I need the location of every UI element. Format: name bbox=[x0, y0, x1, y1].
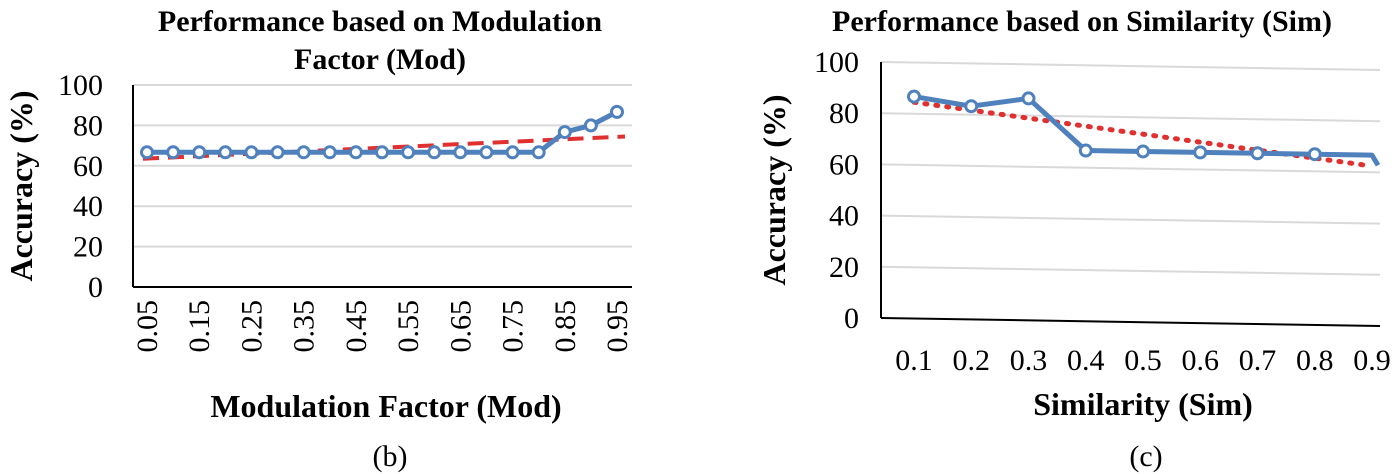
chart-c-x-tick-label: 0.8 bbox=[1296, 344, 1334, 377]
chart-b-data-point bbox=[270, 145, 285, 160]
chart-b-data-point bbox=[427, 145, 442, 160]
chart-c-x-tick-label: 0.7 bbox=[1239, 344, 1277, 377]
chart-b-data-point bbox=[479, 145, 494, 160]
chart-b-gridlines bbox=[133, 84, 632, 248]
chart-b-x-tick-label: 0.55 bbox=[392, 300, 425, 353]
chart-c-data-point bbox=[1193, 145, 1208, 160]
chart-b-data-point bbox=[453, 145, 468, 160]
chart-b-x-tick-label: 0.25 bbox=[235, 300, 268, 353]
chart-c-data-point bbox=[1078, 143, 1093, 158]
chart-b: Performance based on Modulation Factor (… bbox=[3, 5, 634, 473]
chart-c-x-tick-label: 0.9 bbox=[1353, 344, 1391, 377]
chart-b-data-point bbox=[192, 145, 207, 160]
chart-b-x-tick-label: 0.95 bbox=[601, 300, 634, 353]
chart-c-gridline bbox=[880, 214, 1381, 225]
chart-b-y-tick-labels: 0 20 40 60 80 100 bbox=[58, 69, 103, 304]
chart-b-x-tick-label: 0.35 bbox=[288, 300, 321, 353]
chart-b-y-tick-label: 100 bbox=[58, 69, 103, 102]
chart-c-gridline bbox=[880, 112, 1381, 123]
chart-c-x-tick-label: 0.4 bbox=[1067, 344, 1105, 377]
chart-b-x-tick-label: 0.05 bbox=[131, 300, 164, 353]
chart-c-gridlines bbox=[880, 61, 1381, 276]
chart-b-data-point bbox=[166, 145, 181, 160]
chart-b-x-tick-label: 0.85 bbox=[549, 300, 582, 353]
chart-c-y-tick-label: 80 bbox=[829, 97, 859, 130]
chart-b-y-tick-label: 40 bbox=[73, 190, 103, 223]
chart-c-x-tick-label: 0.3 bbox=[1010, 344, 1048, 377]
chart-b-title-line-1: Performance based on Modulation bbox=[158, 5, 602, 38]
chart-b-data-point bbox=[348, 145, 363, 160]
chart-c-y-tick-label: 60 bbox=[829, 148, 859, 181]
chart-b-data-point bbox=[531, 145, 546, 160]
chart-b-x-tick-label: 0.65 bbox=[444, 300, 477, 353]
chart-c-x-tick-labels: 0.1 0.2 0.3 0.4 0.5 0.6 0.7 0.8 0.9 bbox=[895, 344, 1391, 377]
chart-b-data-point bbox=[557, 125, 572, 140]
chart-b-y-tick-label: 20 bbox=[73, 231, 103, 264]
chart-c-gridline bbox=[880, 163, 1381, 174]
chart-c-y-tick-label: 0 bbox=[844, 302, 859, 335]
chart-b-data-point bbox=[610, 104, 624, 119]
chart-b-x-tick-label: 0.45 bbox=[340, 300, 373, 353]
chart-b-x-tick-labels: 0.05 0.15 0.25 0.35 0.45 0.55 0.65 0.75 0.85 0.95 bbox=[131, 300, 634, 353]
chart-b-y-axis-label: Accuracy (%) bbox=[3, 90, 39, 281]
chart-b-data-point bbox=[401, 145, 416, 160]
chart-b-x-tick-label: 0.75 bbox=[497, 300, 530, 353]
chart-c-y-axis-label: Accuracy (%) bbox=[756, 94, 792, 285]
chart-b-y-tick-label: 60 bbox=[73, 150, 103, 183]
chart-c-y-tick-label: 20 bbox=[829, 251, 859, 284]
chart-c-data-point bbox=[1136, 144, 1150, 159]
chart-c-x-tick-label: 0.6 bbox=[1182, 344, 1220, 377]
chart-c-x-tick-label: 0.5 bbox=[1124, 344, 1162, 377]
chart-b-y-tick-label: 0 bbox=[88, 271, 103, 304]
chart-c-y-tick-label: 40 bbox=[829, 200, 859, 233]
chart-c-y-tick-labels: 0 20 40 60 80 100 bbox=[814, 46, 859, 335]
chart-b-data-point bbox=[583, 118, 598, 133]
chart-c-x-axis-label: Similarity (Sim) bbox=[1033, 386, 1253, 422]
chart-c-gridline bbox=[880, 265, 1381, 276]
chart-c-x-tick-label: 0.1 bbox=[895, 344, 933, 377]
chart-c-data-point bbox=[1021, 91, 1036, 106]
chart-c-data-point bbox=[907, 89, 921, 104]
chart-b-y-tick-label: 80 bbox=[73, 109, 103, 142]
chart-c: Performance based on Similarity (Sim) 0 2… bbox=[756, 5, 1391, 473]
chart-c-gridline bbox=[880, 61, 1381, 71]
chart-c-data-point bbox=[964, 99, 979, 114]
chart-c-markers bbox=[907, 89, 1322, 162]
chart-b-data-point bbox=[322, 145, 337, 160]
chart-b-data-point bbox=[505, 145, 520, 160]
chart-b-caption: (b) bbox=[373, 440, 408, 473]
chart-b-x-axis-label: Modulation Factor (Mod) bbox=[210, 388, 561, 424]
chart-b-markers bbox=[140, 104, 624, 160]
chart-c-title: Performance based on Similarity (Sim) bbox=[832, 5, 1332, 38]
chart-b-data-point bbox=[244, 145, 259, 160]
chart-c-x-tick-label: 0.2 bbox=[953, 344, 991, 377]
chart-b-data-point bbox=[218, 145, 233, 160]
chart-b-data-point bbox=[140, 145, 154, 160]
chart-b-data-point bbox=[296, 145, 311, 160]
chart-c-series-line bbox=[913, 94, 1381, 167]
chart-b-title-line-2: Factor (Mod) bbox=[294, 43, 466, 76]
chart-c-data-point bbox=[1250, 146, 1265, 161]
chart-c-data-point bbox=[1307, 147, 1322, 162]
chart-c-y-tick-label: 100 bbox=[814, 46, 859, 79]
chart-b-x-tick-label: 0.15 bbox=[183, 300, 216, 353]
chart-b-data-point bbox=[375, 145, 389, 160]
chart-c-x-axis bbox=[880, 317, 1381, 327]
chart-c-caption: (c) bbox=[1129, 440, 1162, 473]
